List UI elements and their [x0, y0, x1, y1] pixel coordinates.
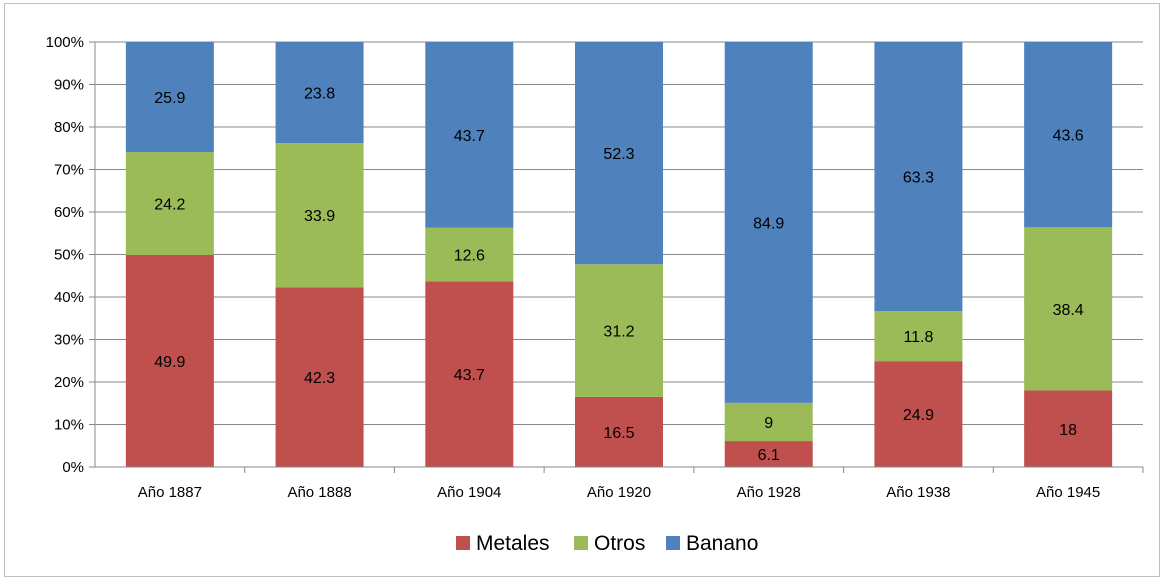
bars: 49.9 24.2 25.9 42.3 33.9 23.8 43.7 12.6 43.7 16.5…	[125, 42, 1113, 467]
bar-segment	[1024, 42, 1113, 228]
bar-segment	[575, 42, 663, 265]
bar-segment	[125, 254, 214, 467]
data-label: 49.9	[154, 354, 185, 371]
legend: Metales Otros Banano	[456, 532, 758, 555]
x-tick-label: Año 1887	[138, 484, 202, 501]
x-tick-label: Año 1945	[1036, 484, 1100, 501]
y-tick-label: 10%	[54, 417, 84, 434]
legend-swatch	[574, 536, 588, 550]
data-label: 84.9	[753, 215, 784, 232]
x-tick-label: Año 1938	[886, 484, 950, 501]
data-label: 9	[764, 415, 773, 432]
bar-segment	[874, 42, 963, 312]
bar-segment	[724, 441, 813, 467]
data-label: 25.9	[154, 90, 185, 107]
bar-segment	[1024, 390, 1113, 467]
y-tick-label: 90%	[54, 77, 84, 94]
y-tick-label: 70%	[54, 162, 84, 179]
legend-swatch	[666, 536, 680, 550]
y-tick-label: 20%	[54, 374, 84, 391]
y-tick-label: 60%	[54, 204, 84, 221]
bar-segment	[275, 143, 364, 288]
data-label: 43.6	[1053, 128, 1084, 145]
data-label: 24.2	[154, 197, 185, 214]
data-label: 16.5	[603, 425, 634, 442]
data-label: 31.2	[603, 324, 634, 341]
legend-swatch	[456, 536, 470, 550]
data-label: 18	[1059, 422, 1077, 439]
bar-segment	[724, 402, 813, 442]
data-label: 24.9	[903, 407, 934, 424]
data-label: 11.8	[903, 329, 933, 346]
y-tick-label: 50%	[54, 247, 84, 264]
bar-segment	[425, 281, 514, 467]
x-tick-label: Año 1920	[587, 484, 651, 501]
data-label: 42.3	[304, 370, 335, 387]
bar-segment	[1024, 227, 1113, 391]
data-label: 38.4	[1053, 302, 1084, 319]
data-label: 6.1	[758, 447, 780, 464]
x-tick-label: Año 1888	[287, 484, 351, 501]
legend-label: Metales	[476, 532, 550, 555]
bar-segment	[425, 227, 514, 282]
bar-segment	[575, 264, 663, 397]
data-label: 12.6	[454, 248, 485, 265]
data-label: 33.9	[304, 208, 335, 225]
bar-segment	[125, 152, 214, 255]
stacked-bar-chart: 49.9 24.2 25.9 42.3 33.9 23.8 43.7 12.6 43.7 16.5…	[46, 34, 1144, 555]
x-tick-label: Año 1928	[737, 484, 801, 501]
data-label: 52.3	[603, 146, 634, 163]
y-tick-label: 100%	[46, 34, 84, 51]
legend-label: Otros	[594, 532, 645, 555]
bar-segment	[874, 361, 963, 467]
bar-segment	[425, 42, 514, 228]
bar-segment	[874, 311, 963, 362]
y-tick-label: 80%	[54, 119, 84, 136]
x-tick-label: Año 1904	[437, 484, 501, 501]
y-tick-label: 30%	[54, 332, 84, 349]
legend-label: Banano	[686, 532, 758, 555]
data-label: 43.7	[454, 367, 485, 384]
axes: 0% 10% 20% 30% 40% 50% 60% 70% 80% 90% 100% Año 188…	[46, 34, 1144, 501]
data-label: 43.7	[454, 128, 485, 145]
y-tick-label: 0%	[62, 459, 84, 476]
data-label: 23.8	[304, 86, 335, 103]
data-label: 63.3	[903, 170, 934, 187]
bar-segment	[275, 42, 364, 144]
bar-segment	[575, 396, 663, 467]
bar-segment	[275, 287, 364, 467]
bar-segment	[125, 42, 214, 153]
bar-segment	[724, 42, 813, 403]
chart-frame: 49.9 24.2 25.9 42.3 33.9 23.8 43.7 12.6 43.7 16.5…	[4, 3, 1160, 577]
y-tick-label: 40%	[54, 289, 84, 306]
